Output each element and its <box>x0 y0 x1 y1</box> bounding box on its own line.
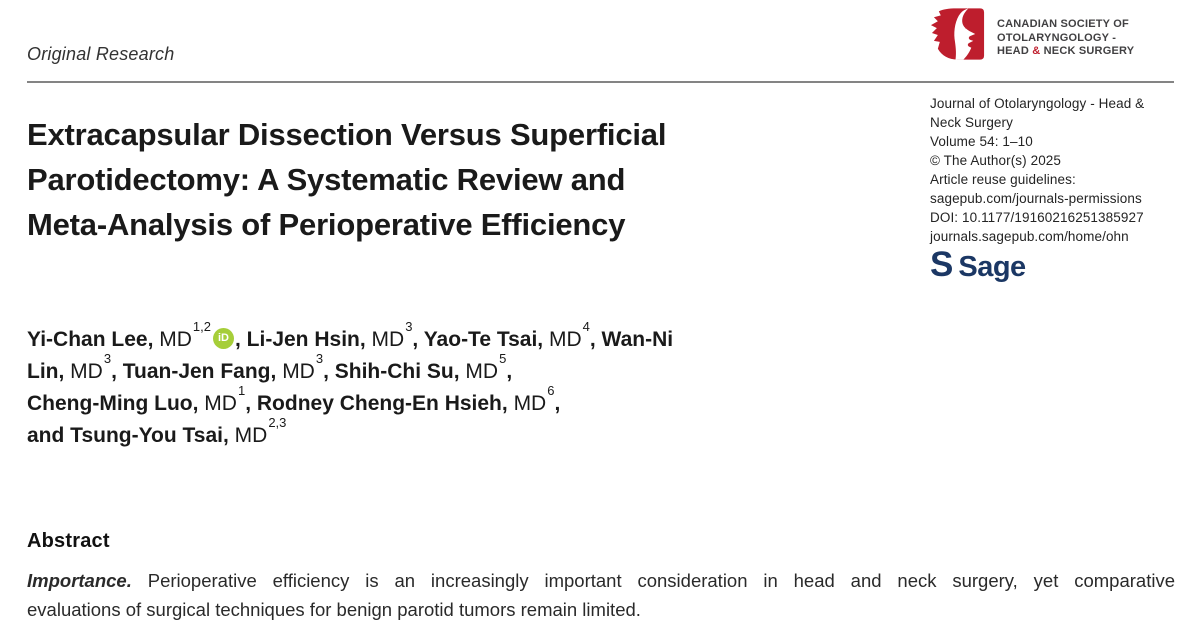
article-title-line: Parotidectomy: A Systematic Review and <box>27 162 626 197</box>
author-line: Yi-Chan Lee, MD1,2iD, Li-Jen Hsin, MD3, … <box>27 320 674 356</box>
red-ampersand: & <box>1032 45 1041 57</box>
header-rule <box>27 81 1174 83</box>
author-line: Lin, MD3, Tuan-Jen Fang, MD3, Shih-Chi S… <box>27 352 673 388</box>
author-line: and Tsung-You Tsai, MD2,3 <box>27 416 673 452</box>
author-name: Yi-Chan Lee, <box>27 328 154 351</box>
journal-home-url: journals.sagepub.com/home/ohn <box>930 229 1129 244</box>
author-name: , Rodney Cheng-En Hsieh, <box>245 392 508 415</box>
volume-pages: Volume 54: 1–10 <box>930 134 1033 149</box>
article-title: Extracapsular Dissection Versus Superfic… <box>27 112 666 247</box>
author-separator: , <box>506 360 513 383</box>
affiliation-superscript: 3 <box>405 319 413 334</box>
sage-logo: S Sage <box>930 245 1026 285</box>
author-name: Lin, <box>27 360 65 383</box>
author-degree: MD <box>64 360 103 383</box>
author-degree: MD <box>543 328 582 351</box>
affiliation-superscript: 4 <box>582 319 590 334</box>
reuse-guidelines-label: Article reuse guidelines: <box>930 172 1076 187</box>
author-name: , Li-Jen Hsin, <box>235 328 366 351</box>
society-name-line: OTOLARYNGOLOGY - <box>997 31 1117 44</box>
affiliation-superscript: 1,2 <box>192 319 211 334</box>
importance-label: Importance. <box>27 570 132 591</box>
affiliation-superscript: 1 <box>237 383 246 398</box>
importance-paragraph: Importance. Perioperative efficiency is … <box>27 567 1175 624</box>
affiliation-superscript: 3 <box>103 351 112 366</box>
abstract-heading: Abstract <box>27 530 110 552</box>
society-name-line: CANADIAN SOCIETY OF <box>997 18 1129 30</box>
affiliation-superscript: 2,3 <box>268 415 287 430</box>
society-name-line: HEAD & NECK SURGERY <box>997 45 1135 57</box>
society-logo: CANADIAN SOCIETY OF OTOLARYNGOLOGY - HEA… <box>929 6 1134 62</box>
author-degree: MD <box>228 424 268 447</box>
author-degree: MD <box>153 328 192 351</box>
author-degree: MD <box>198 392 237 415</box>
journal-info: Journal of Otolaryngology - Head & Neck … <box>930 94 1144 246</box>
author-degree: MD <box>276 360 315 383</box>
maple-leaf-profile-icon <box>929 6 988 62</box>
orcid-icon[interactable]: iD <box>213 328 234 349</box>
affiliation-superscript: 5 <box>499 351 507 366</box>
affiliation-superscript: 6 <box>547 383 555 398</box>
journal-title-line: Neck Surgery <box>930 115 1013 130</box>
author-name: Cheng-Ming Luo, <box>27 392 199 415</box>
permissions-url: sagepub.com/journals-permissions <box>930 191 1142 206</box>
importance-line: evaluations of surgical techniques for b… <box>27 598 641 620</box>
copyright: © The Author(s) 2025 <box>930 153 1062 168</box>
author-name: , Shih-Chi Su, <box>323 360 460 383</box>
author-name: and Tsung-You Tsai, <box>27 424 229 447</box>
article-title-line: Extracapsular Dissection Versus Superfic… <box>27 117 667 152</box>
journal-title-line: Journal of Otolaryngology - Head & <box>930 96 1145 111</box>
importance-text: Perioperative efficiency is an increasin… <box>131 570 1175 591</box>
author-name: , Wan-Ni <box>589 328 674 351</box>
author-separator: , <box>554 392 561 415</box>
doi: DOI: 10.1177/19160216251385927 <box>930 210 1144 225</box>
author-line: Cheng-Ming Luo, MD1, Rodney Cheng-En Hsi… <box>27 384 673 420</box>
article-title-line: Meta-Analysis of Perioperative Efficienc… <box>27 207 626 242</box>
sage-wordmark: Sage <box>958 251 1026 283</box>
sage-s-icon: S <box>930 245 953 284</box>
affiliation-superscript: 3 <box>315 351 324 366</box>
author-name: , Yao-Te Tsai, <box>412 328 544 351</box>
author-degree: MD <box>365 328 405 351</box>
author-degree: MD <box>459 360 499 383</box>
importance-line: Importance. Perioperative efficiency is … <box>27 567 1175 596</box>
society-name: CANADIAN SOCIETY OF OTOLARYNGOLOGY - HEA… <box>997 6 1134 59</box>
article-type-label: Original Research <box>27 44 175 64</box>
author-degree: MD <box>507 392 547 415</box>
author-name: , Tuan-Jen Fang, <box>111 360 277 383</box>
author-list: Yi-Chan Lee, MD1,2iD, Li-Jen Hsin, MD3, … <box>27 320 674 452</box>
